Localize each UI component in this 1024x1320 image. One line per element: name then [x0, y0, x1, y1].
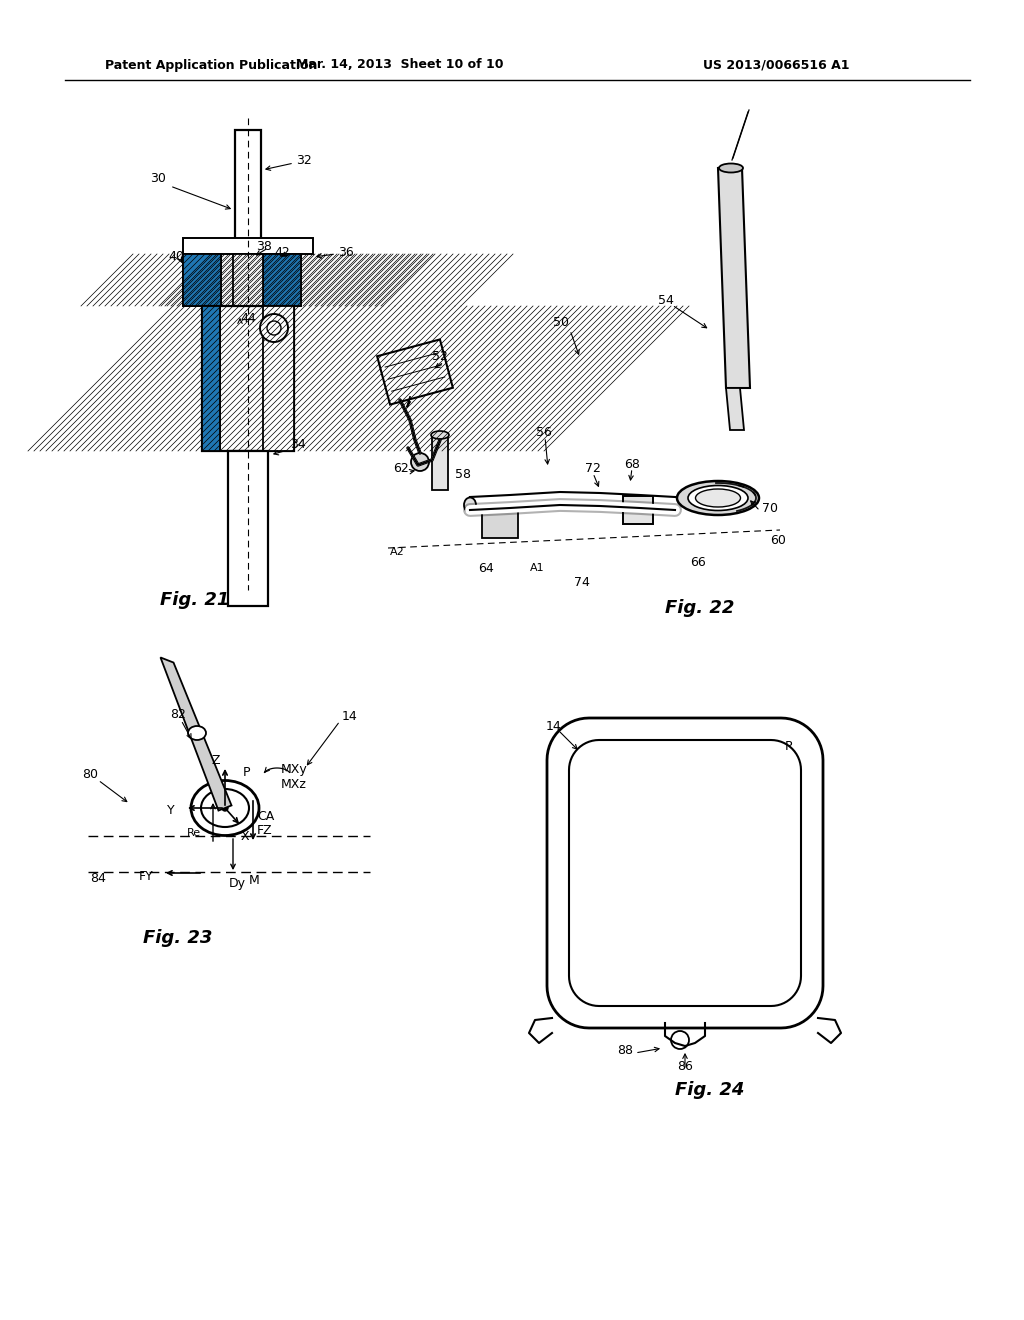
Ellipse shape	[464, 498, 476, 512]
Text: 32: 32	[296, 153, 311, 166]
Text: 34: 34	[290, 438, 306, 451]
Bar	[432, 436, 449, 490]
Polygon shape	[726, 388, 744, 430]
Text: 74: 74	[574, 577, 590, 590]
Polygon shape	[569, 741, 801, 1006]
Polygon shape	[718, 168, 750, 388]
Text: P: P	[785, 739, 793, 752]
Text: Re: Re	[187, 828, 201, 838]
Bar	[183, 253, 221, 306]
Ellipse shape	[719, 164, 743, 173]
Bar	[482, 506, 518, 539]
Text: Z: Z	[211, 754, 219, 767]
Ellipse shape	[431, 432, 449, 440]
Text: 80: 80	[82, 768, 98, 781]
Bar	[234, 129, 261, 255]
Text: Patent Application Publication: Patent Application Publication	[105, 58, 317, 71]
Text: 72: 72	[585, 462, 601, 474]
Text: 86: 86	[677, 1060, 693, 1072]
Text: Fig. 24: Fig. 24	[675, 1081, 744, 1100]
Text: 30: 30	[150, 172, 166, 185]
Text: 60: 60	[770, 533, 785, 546]
Bar	[183, 253, 221, 306]
Circle shape	[222, 805, 228, 810]
Ellipse shape	[677, 480, 759, 515]
Text: 68: 68	[624, 458, 640, 470]
Ellipse shape	[201, 789, 249, 828]
Bar	[202, 306, 220, 451]
Text: 50: 50	[553, 315, 569, 329]
Text: 54: 54	[658, 293, 674, 306]
Ellipse shape	[688, 486, 748, 511]
Polygon shape	[377, 339, 453, 404]
Bar	[263, 253, 301, 306]
Text: FZ: FZ	[257, 824, 272, 837]
Text: 62: 62	[393, 462, 409, 474]
Polygon shape	[161, 657, 231, 810]
Text: 14: 14	[342, 710, 357, 722]
Text: M: M	[249, 874, 260, 887]
Text: 44: 44	[240, 312, 256, 325]
Ellipse shape	[191, 780, 259, 836]
Bar	[202, 306, 220, 451]
Text: X: X	[241, 829, 250, 842]
Bar	[183, 253, 221, 306]
Text: 42: 42	[274, 246, 290, 259]
Bar	[623, 496, 653, 524]
Text: 40: 40	[168, 251, 184, 264]
Text: MXy: MXy	[281, 763, 308, 776]
Ellipse shape	[695, 488, 740, 507]
Text: 14: 14	[546, 719, 562, 733]
Text: FY: FY	[139, 870, 154, 883]
Text: 88: 88	[617, 1044, 633, 1056]
Text: MXz: MXz	[281, 777, 307, 791]
Text: 52: 52	[432, 351, 447, 363]
Circle shape	[260, 314, 288, 342]
Text: 64: 64	[478, 561, 494, 574]
Bar	[183, 238, 313, 253]
Text: 82: 82	[170, 709, 186, 722]
Bar	[263, 306, 294, 451]
Text: 36: 36	[338, 246, 353, 259]
Polygon shape	[547, 718, 823, 1028]
Text: A1: A1	[530, 564, 545, 573]
Text: Y: Y	[167, 804, 175, 817]
Bar	[233, 253, 263, 306]
Text: 70: 70	[762, 502, 778, 515]
Text: CA: CA	[257, 809, 274, 822]
Bar	[202, 306, 220, 451]
Bar	[263, 253, 301, 306]
Text: Fig. 22: Fig. 22	[666, 599, 734, 616]
Bar	[263, 253, 301, 306]
Circle shape	[267, 321, 281, 335]
Text: Dy: Dy	[229, 878, 246, 891]
Circle shape	[411, 453, 429, 471]
Circle shape	[671, 1031, 689, 1049]
Text: Mar. 14, 2013  Sheet 10 of 10: Mar. 14, 2013 Sheet 10 of 10	[296, 58, 504, 71]
Text: Fig. 21: Fig. 21	[161, 591, 229, 609]
Text: 84: 84	[90, 871, 105, 884]
Bar	[228, 451, 268, 606]
Text: 56: 56	[536, 425, 552, 438]
Ellipse shape	[188, 726, 206, 741]
Text: 66: 66	[690, 556, 706, 569]
Text: A2: A2	[390, 546, 404, 557]
Text: US 2013/0066516 A1: US 2013/0066516 A1	[703, 58, 850, 71]
Text: Fig. 23: Fig. 23	[143, 929, 213, 946]
Text: 38: 38	[256, 239, 272, 252]
Text: P: P	[243, 767, 251, 780]
Bar	[202, 306, 294, 451]
Text: 58: 58	[455, 469, 471, 482]
